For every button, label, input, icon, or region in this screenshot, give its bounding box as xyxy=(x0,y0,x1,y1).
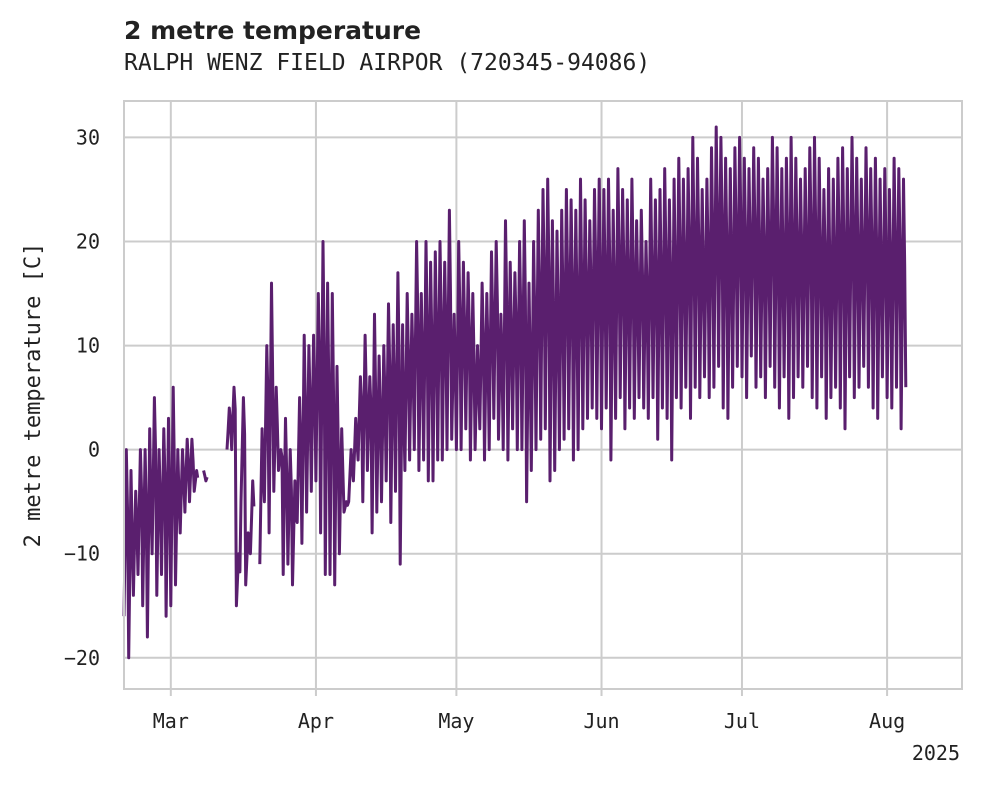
y-tick-label: 30 xyxy=(76,125,100,149)
y-tick-label: 20 xyxy=(76,229,100,253)
y-tick-label: −20 xyxy=(64,646,100,670)
temperature-series-line xyxy=(122,385,200,660)
x-year-label: 2025 xyxy=(912,741,960,765)
y-tick-label: 0 xyxy=(88,438,100,462)
x-tick-label: Jun xyxy=(583,709,619,733)
x-tick-label: Mar xyxy=(153,709,189,733)
x-tick-labels: Mar Apr May Jun Jul Aug xyxy=(153,709,905,733)
y-tick-labels: −20 −10 0 10 20 30 xyxy=(64,125,100,669)
x-tick-label: Jul xyxy=(724,709,760,733)
y-tick-label: −10 xyxy=(64,542,100,566)
y-axis-label: 2 metre temperature [C] xyxy=(21,243,46,548)
x-tick-label: Aug xyxy=(869,709,905,733)
chart-subtitle: RALPH WENZ FIELD AIRPOR (720345-94086) xyxy=(124,50,651,76)
y-tick-label: 10 xyxy=(76,334,100,358)
plot-frame xyxy=(123,100,963,690)
temperature-series-line xyxy=(258,125,908,587)
series-line-group xyxy=(122,125,908,660)
temperature-series-line xyxy=(202,470,209,483)
temperature-series-line xyxy=(225,385,256,608)
chart-title: 2 metre temperature xyxy=(124,16,422,45)
x-tick-label: Apr xyxy=(298,709,334,733)
x-tick-label: May xyxy=(438,709,474,733)
